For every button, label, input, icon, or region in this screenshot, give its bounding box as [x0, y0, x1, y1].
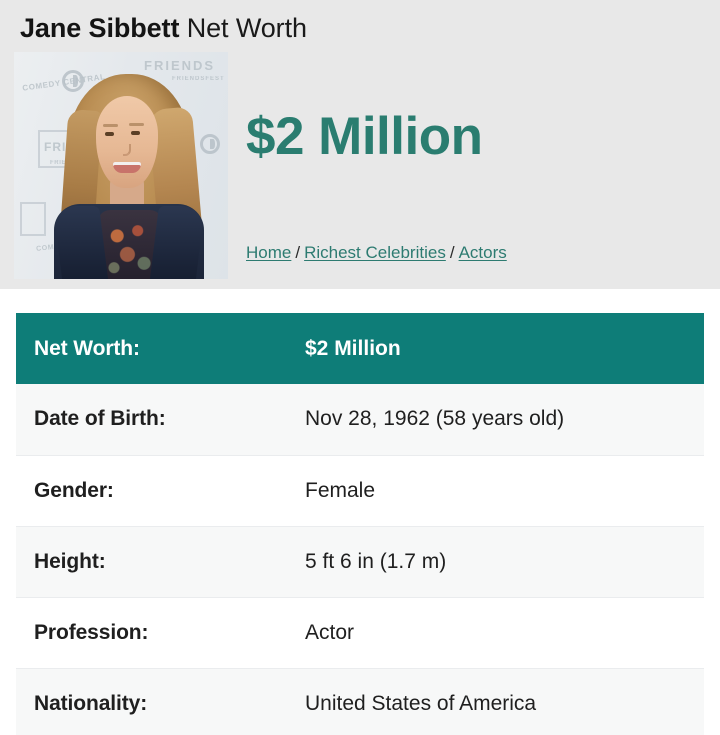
table-row-gender: Gender: Female [16, 455, 704, 527]
photo-eye-right [131, 131, 140, 135]
table-row-date-of-birth: Date of Birth: Nov 28, 1962 (58 years ol… [16, 384, 704, 456]
breadcrumb-separator-1: / [295, 243, 301, 262]
comedy-central-ring-icon [62, 70, 84, 92]
photo-mouth [113, 162, 141, 173]
breadcrumb-link-home[interactable]: Home [246, 243, 292, 262]
celebrity-name: Jane Sibbett [20, 13, 180, 43]
breadcrumb-link-richest-celebrities[interactable]: Richest Celebrities [304, 243, 446, 262]
row-label-date-of-birth: Date of Birth: [16, 384, 305, 456]
breadcrumb-separator-2: / [449, 243, 455, 262]
row-label-height: Height: [16, 526, 305, 598]
photo-lapel-right [149, 206, 205, 279]
row-label-nationality: Nationality: [16, 668, 305, 735]
row-value-nationality: United States of America [305, 668, 704, 735]
backdrop-logo-friendsfest-top: FRIENDSFEST [172, 76, 225, 82]
table-row-nationality: Nationality: United States of America [16, 668, 704, 735]
row-label-net-worth: Net Worth: [16, 313, 305, 384]
celebrity-info-table: Net Worth: $2 Million Date of Birth: Nov… [16, 313, 704, 735]
photo-brow-right [129, 123, 144, 126]
row-value-profession: Actor [305, 597, 704, 669]
table-row-net-worth: Net Worth: $2 Million [16, 313, 704, 384]
row-value-net-worth: $2 Million [305, 313, 704, 384]
breadcrumb: Home / Richest Celebrities / Actors [246, 242, 507, 264]
backdrop-logo-friends-top: FRIENDS [144, 58, 216, 73]
row-value-gender: Female [305, 455, 704, 527]
row-label-gender: Gender: [16, 455, 305, 527]
breadcrumb-link-actors[interactable]: Actors [458, 243, 507, 262]
row-value-height: 5 ft 6 in (1.7 m) [305, 526, 704, 598]
photo-face [96, 96, 158, 188]
photo-nose [123, 144, 131, 156]
net-worth-headline: $2 Million [246, 107, 483, 166]
photo-brow-left [103, 124, 118, 127]
hero-banner: Jane Sibbett Net Worth COMEDY CENTRAL FR… [0, 0, 720, 289]
celebrity-photo: COMEDY CENTRAL FRIENDS FRIENDSFEST FRIEN… [14, 52, 228, 279]
photo-eye-left [105, 132, 114, 136]
photo-canvas: COMEDY CENTRAL FRIENDS FRIENDSFEST FRIEN… [14, 52, 228, 279]
photo-lapel-left [53, 206, 109, 279]
backdrop-frame-bottom [20, 202, 46, 236]
row-value-date-of-birth: Nov 28, 1962 (58 years old) [305, 384, 704, 456]
page-title-suffix: Net Worth [179, 13, 307, 43]
row-label-profession: Profession: [16, 597, 305, 669]
table-row-profession: Profession: Actor [16, 597, 704, 669]
page-title: Jane Sibbett Net Worth [20, 12, 307, 44]
info-table-body: Net Worth: $2 Million Date of Birth: Nov… [16, 313, 704, 735]
comedy-central-ring-icon-right [200, 134, 220, 154]
table-row-height: Height: 5 ft 6 in (1.7 m) [16, 526, 704, 598]
